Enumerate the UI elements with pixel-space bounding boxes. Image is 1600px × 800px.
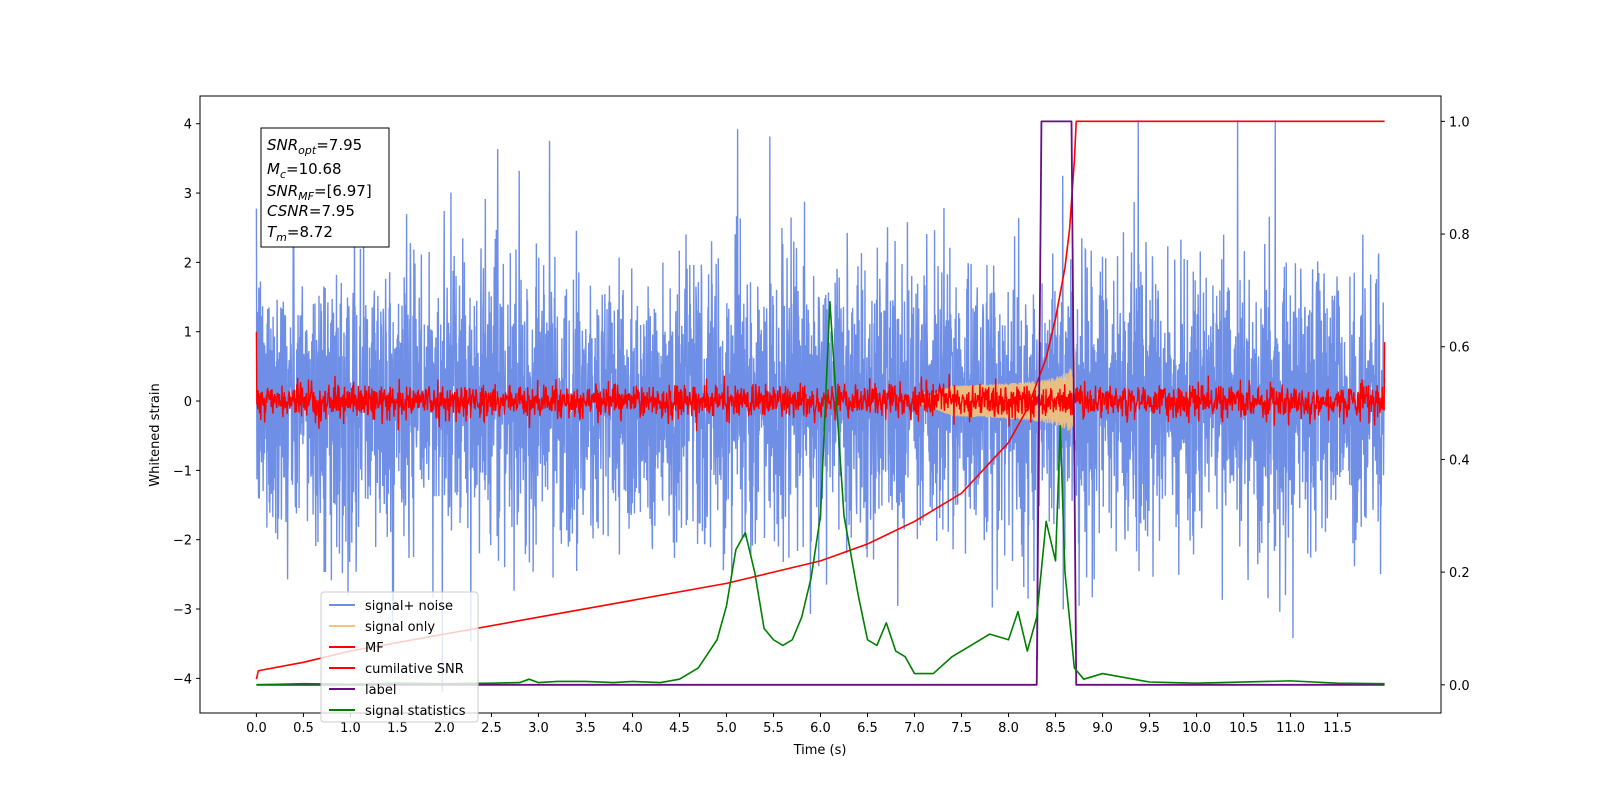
y-axis-left: 4 3 2 1 0 −1 −2 −3 −4 <box>173 118 200 687</box>
y-right-tick-label: 0.2 <box>1449 566 1470 581</box>
series-mf <box>255 331 1386 432</box>
x-tick-label: 1.5 <box>387 721 408 736</box>
x-tick-label: 6.0 <box>810 721 831 736</box>
x-tick-label: 10.0 <box>1182 721 1211 736</box>
y-left-tick-label: 4 <box>184 118 192 133</box>
y-left-tick-label: 1 <box>184 326 192 341</box>
y-left-tick-label: 0 <box>184 395 192 410</box>
x-tick-label: 5.0 <box>716 721 737 736</box>
stat-mc: Mc=10.68 <box>267 160 342 181</box>
stat-csnr: CSNR=7.95 <box>267 202 355 220</box>
y-left-tick-label: −3 <box>173 603 192 618</box>
y-left-tick-label: −4 <box>173 672 192 687</box>
x-axis-label: Time (s) <box>793 743 847 758</box>
x-tick-label: 0.0 <box>246 721 267 736</box>
x-tick-label: 3.0 <box>528 721 549 736</box>
series-signal-plus-noise <box>255 120 1386 693</box>
y-right-tick-label: 1.0 <box>1449 115 1470 130</box>
x-tick-label: 1.0 <box>340 721 361 736</box>
series-label <box>256 120 1385 686</box>
x-tick-label: 5.5 <box>763 721 784 736</box>
x-tick-label: 9.0 <box>1092 721 1113 736</box>
y-axis-label: Whitened strain <box>148 383 163 486</box>
y-right-tick-label: 0.6 <box>1449 341 1470 356</box>
x-tick-label: 7.0 <box>904 721 925 736</box>
x-tick-label: 11.5 <box>1323 721 1352 736</box>
y-right-tick-label: 0.8 <box>1449 228 1470 243</box>
legend-entry: signal only <box>365 620 435 635</box>
x-tick-label: 3.5 <box>575 721 596 736</box>
stat-snr-mf: SNRMF=[6.97] <box>267 182 372 203</box>
y-right-tick-label: 0.4 <box>1449 453 1470 468</box>
y-axis-right: 1.0 0.8 0.6 0.4 0.2 0.0 <box>1441 115 1470 694</box>
legend-entry: cumilative SNR <box>365 662 464 677</box>
stat-snr-opt: SNRopt=7.95 <box>267 136 362 157</box>
legend-entry: signal statistics <box>365 704 466 719</box>
legend-entry: label <box>365 683 396 698</box>
y-left-tick-label: 2 <box>184 256 192 271</box>
x-tick-label: 4.5 <box>669 721 690 736</box>
series-signal-statistics <box>256 300 1385 686</box>
x-tick-label: 9.5 <box>1139 721 1160 736</box>
legend-entry: MF <box>365 641 384 656</box>
stats-annotation-box: SNRopt=7.95 Mc=10.68 SNRMF=[6.97] CSNR=7… <box>260 127 390 248</box>
x-axis: 0.0 0.5 1.0 1.5 2.0 2.5 3.0 3.5 4.0 4.5 5.0 5.5 6.0 6… <box>246 713 1352 736</box>
x-tick-label: 10.5 <box>1229 721 1258 736</box>
x-tick-label: 6.5 <box>857 721 878 736</box>
x-tick-label: 11.0 <box>1276 721 1305 736</box>
y-left-tick-label: −1 <box>173 464 192 479</box>
y-left-tick-label: −2 <box>173 534 192 549</box>
x-tick-label: 0.5 <box>293 721 314 736</box>
x-tick-label: 2.5 <box>481 721 502 736</box>
legend-entry: signal+ noise <box>365 599 453 614</box>
x-tick-label: 4.0 <box>622 721 643 736</box>
stat-tm: Tm=8.72 <box>267 223 333 244</box>
x-tick-label: 8.0 <box>998 721 1019 736</box>
y-right-tick-label: 0.0 <box>1449 679 1470 694</box>
x-tick-label: 2.0 <box>434 721 455 736</box>
y-left-tick-label: 3 <box>184 187 192 202</box>
legend: signal+ noise signal only MF cumilative SNR… <box>320 591 479 723</box>
x-tick-label: 7.5 <box>951 721 972 736</box>
x-tick-label: 8.5 <box>1045 721 1066 736</box>
